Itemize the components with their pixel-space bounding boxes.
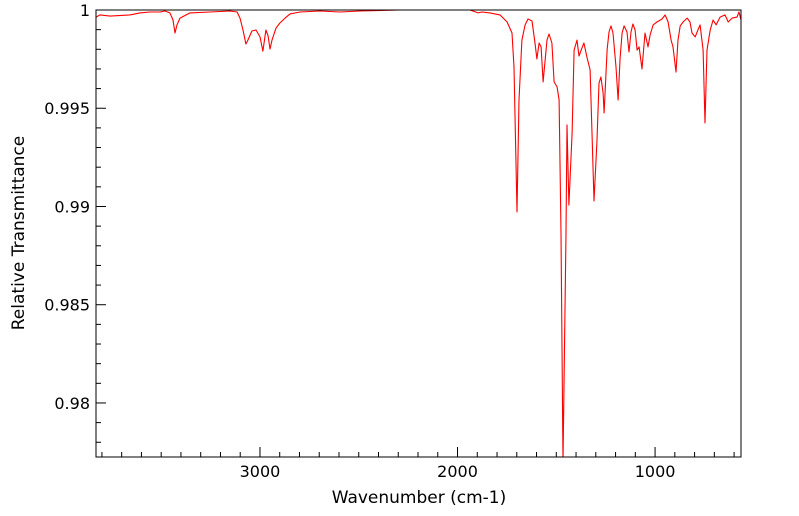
x-tick-label: 3000 <box>240 462 281 481</box>
y-tick-label: 0.99 <box>54 197 90 216</box>
x-axis: 3000 2000 1000 <box>101 447 735 481</box>
y-axis-label: Relative Transmittance <box>9 136 29 331</box>
y-tick-label: 1 <box>80 1 90 20</box>
y-axis: 0.98 0.985 0.99 0.995 1 <box>44 1 106 443</box>
spectrum-line <box>96 10 741 457</box>
x-axis-label: Wavenumber (cm-1) <box>332 488 507 508</box>
plot-frame <box>95 9 742 458</box>
y-tick-label: 0.985 <box>44 296 90 315</box>
y-tick-label: 0.98 <box>54 394 90 413</box>
x-tick-label: 1000 <box>635 462 676 481</box>
x-tick-label: 2000 <box>437 462 478 481</box>
plot-area <box>96 10 741 457</box>
y-tick-label: 0.995 <box>44 99 90 118</box>
